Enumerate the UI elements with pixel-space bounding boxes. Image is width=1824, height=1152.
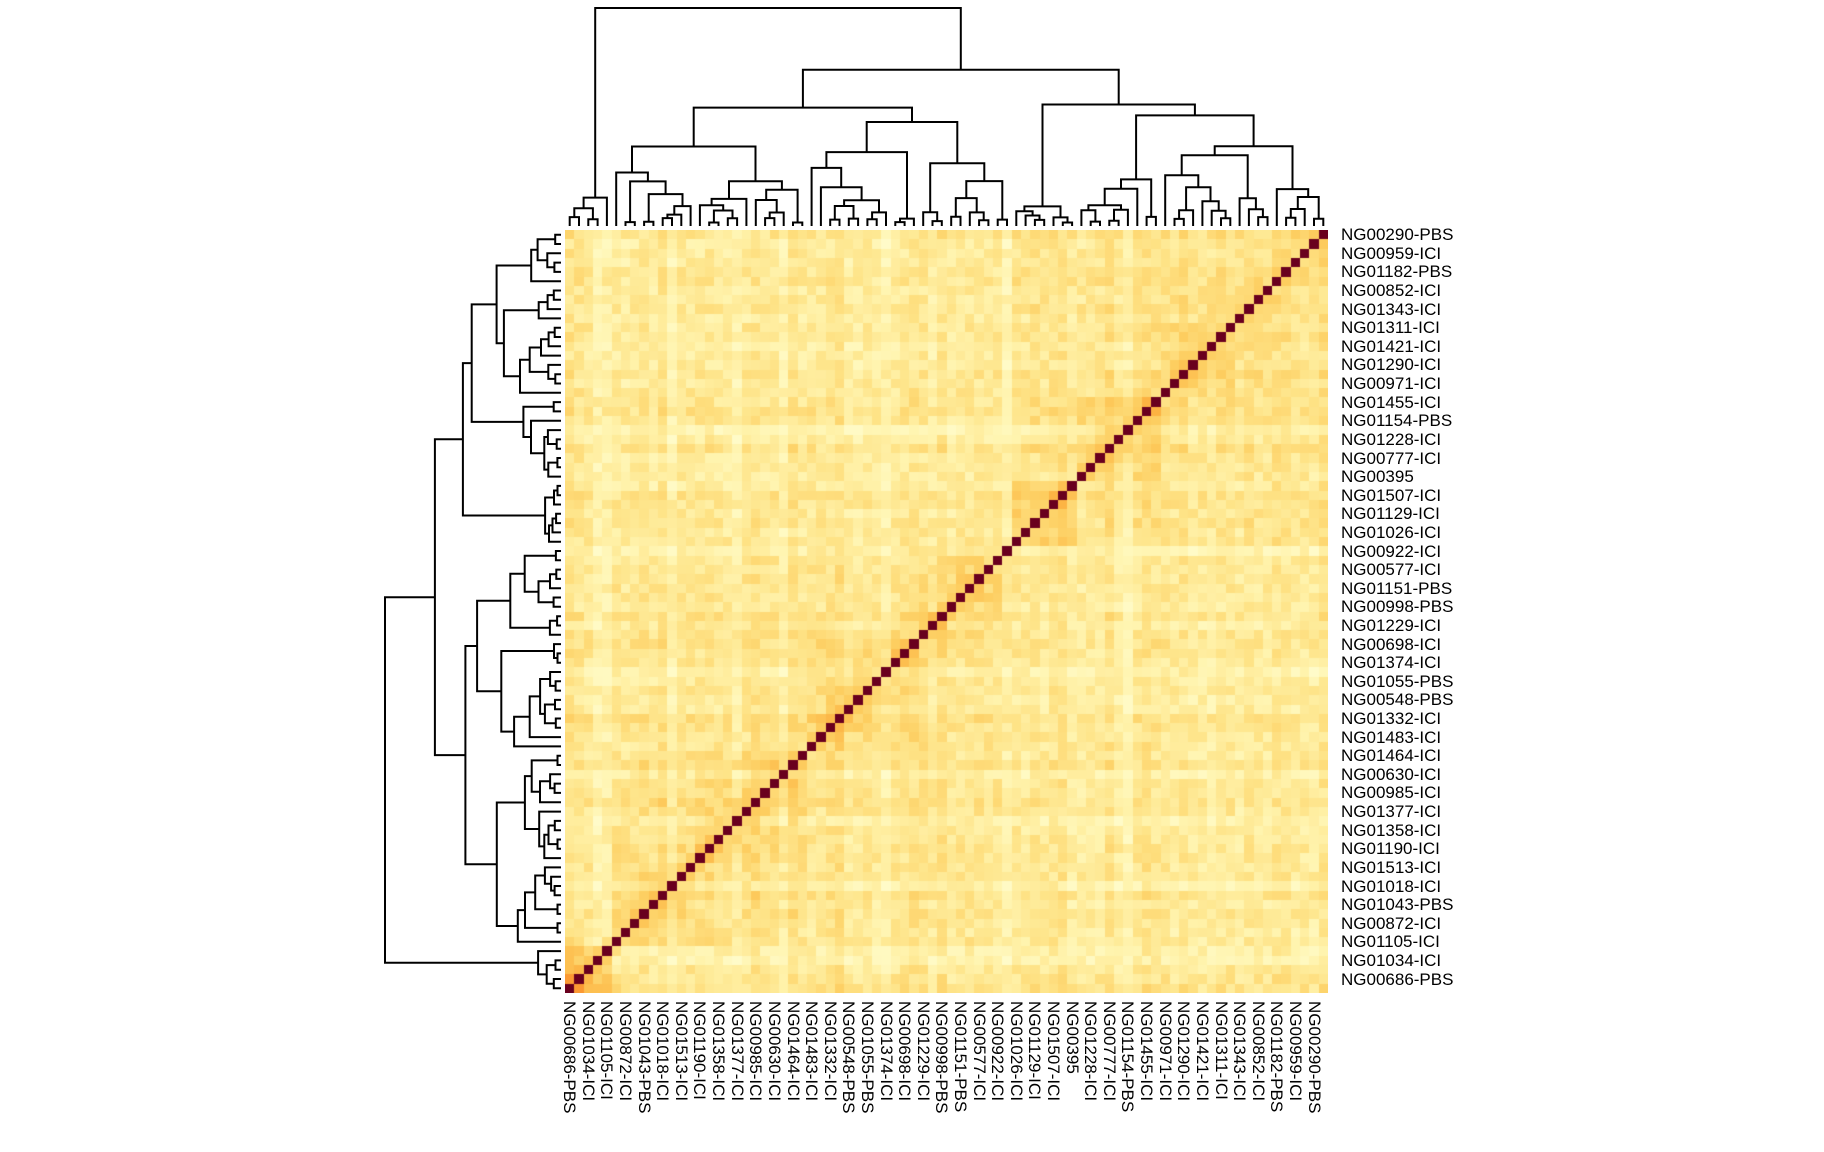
row-label: NG00777-ICI	[1341, 448, 1442, 468]
col-label: NG01483-ICI	[802, 1001, 822, 1102]
row-label: NG00395	[1341, 467, 1414, 487]
top-dendrogram-lines	[568, 7, 1325, 226]
row-label: NG01455-ICI	[1341, 392, 1442, 412]
row-label: NG00872-ICI	[1341, 913, 1442, 933]
row-label: NG01190-ICI	[1341, 839, 1440, 859]
row-label: NG01154-PBS	[1341, 411, 1453, 431]
top-dendrogram	[568, 7, 1325, 226]
col-label: NG01034-ICI	[578, 1001, 598, 1102]
row-label: NG00686-PBS	[1341, 969, 1454, 989]
col-label: NG00290-PBS	[1304, 1001, 1324, 1114]
col-label: NG00698-ICI	[895, 1001, 915, 1102]
col-label: NG00872-ICI	[616, 1001, 635, 1102]
row-label: NG00998-PBS	[1341, 597, 1454, 617]
col-label: NG00998-PBS	[932, 1001, 952, 1114]
row-label: NG01105-ICI	[1341, 932, 1440, 952]
col-label: NG01374-ICI	[876, 1001, 896, 1102]
col-label: NG00577-ICI	[969, 1001, 989, 1102]
row-label: NG00698-ICI	[1341, 634, 1442, 654]
col-label: NG01228-ICI	[1081, 1001, 1101, 1102]
row-label: NG01358-ICI	[1341, 820, 1442, 840]
col-label: NG01290-ICI	[1174, 1001, 1194, 1102]
col-label: NG00548-PBS	[839, 1001, 859, 1114]
col-label: NG01026-ICI	[1006, 1001, 1026, 1102]
col-label: NG01332-ICI	[820, 1001, 840, 1102]
col-label: NG00852-ICI	[1248, 1001, 1268, 1102]
row-label: NG01055-PBS	[1341, 671, 1454, 691]
row-label: NG01034-ICI	[1341, 950, 1442, 970]
row-label: NG00630-ICI	[1341, 764, 1442, 784]
row-label: NG01507-ICI	[1341, 485, 1442, 505]
row-label: NG01229-ICI	[1341, 616, 1442, 635]
col-label: NG01055-PBS	[857, 1001, 877, 1114]
row-label: NG01311-ICI	[1341, 318, 1440, 338]
row-label: NG01332-ICI	[1341, 709, 1442, 728]
col-label: NG01455-ICI	[1137, 1001, 1157, 1102]
col-label: NG00922-ICI	[988, 1001, 1008, 1102]
col-label: NG01229-ICI	[913, 1001, 933, 1102]
row-label: NG00922-ICI	[1341, 541, 1442, 561]
row-label: NG01374-ICI	[1341, 653, 1442, 673]
row-label: NG01129-ICI	[1341, 504, 1440, 524]
row-label: NG01228-ICI	[1341, 429, 1442, 449]
col-label: NG00959-ICI	[1285, 1001, 1305, 1102]
col-label: NG01343-ICI	[1230, 1001, 1250, 1102]
col-label: NG01043-PBS	[634, 1001, 654, 1114]
col-label: NG01464-ICI	[783, 1001, 803, 1102]
col-label: NG01105-ICI	[597, 1001, 617, 1100]
row-label: NG00971-ICI	[1341, 374, 1442, 393]
row-label: NG01043-PBS	[1341, 895, 1454, 915]
row-label: NG00985-ICI	[1341, 783, 1442, 803]
row-label: NG01018-ICI	[1341, 876, 1442, 896]
col-label: NG01311-ICI	[1211, 1001, 1231, 1100]
row-label: NG01464-ICI	[1341, 746, 1442, 766]
left-dendrogram	[384, 233, 561, 990]
col-label: NG01377-ICI	[727, 1001, 747, 1102]
col-label: NG01358-ICI	[709, 1001, 728, 1102]
row-label: NG01026-ICI	[1341, 522, 1442, 542]
row-label: NG01421-ICI	[1341, 336, 1442, 356]
left-dendrogram-lines	[384, 233, 561, 990]
heatmap-matrix	[565, 230, 1328, 993]
col-label: NG00395	[1062, 1001, 1082, 1074]
col-label: NG00971-ICI	[1155, 1001, 1175, 1102]
row-label: NG01513-ICI	[1341, 857, 1442, 877]
col-label: NG00777-ICI	[1099, 1001, 1119, 1102]
col-label: NG01018-ICI	[653, 1001, 673, 1102]
row-label: NG01182-PBS	[1341, 262, 1453, 282]
col-label: NG00686-PBS	[560, 1001, 580, 1114]
col-label: NG01421-ICI	[1192, 1001, 1212, 1102]
col-label: NG00985-ICI	[746, 1001, 766, 1102]
col-label: NG01154-PBS	[1118, 1001, 1138, 1113]
col-label: NG01190-ICI	[690, 1001, 710, 1100]
col-label: NG01129-ICI	[1025, 1001, 1045, 1100]
col-label: NG01507-ICI	[1044, 1001, 1063, 1102]
row-label: NG01377-ICI	[1341, 802, 1442, 822]
row-label: NG01151-PBS	[1341, 578, 1453, 598]
row-label: NG00577-ICI	[1341, 560, 1442, 580]
row-label: NG01343-ICI	[1341, 299, 1442, 319]
col-label: NG00630-ICI	[764, 1001, 784, 1102]
row-label: NG01290-ICI	[1341, 355, 1442, 375]
row-label: NG00290-PBS	[1341, 225, 1454, 245]
row-label: NG00852-ICI	[1341, 281, 1442, 300]
col-label: NG01513-ICI	[671, 1001, 691, 1102]
row-label: NG01483-ICI	[1341, 727, 1442, 747]
row-label: NG00548-PBS	[1341, 690, 1454, 710]
col-label: NG01151-PBS	[951, 1001, 970, 1113]
col-label: NG01182-PBS	[1267, 1001, 1287, 1113]
row-label: NG00959-ICI	[1341, 243, 1442, 263]
